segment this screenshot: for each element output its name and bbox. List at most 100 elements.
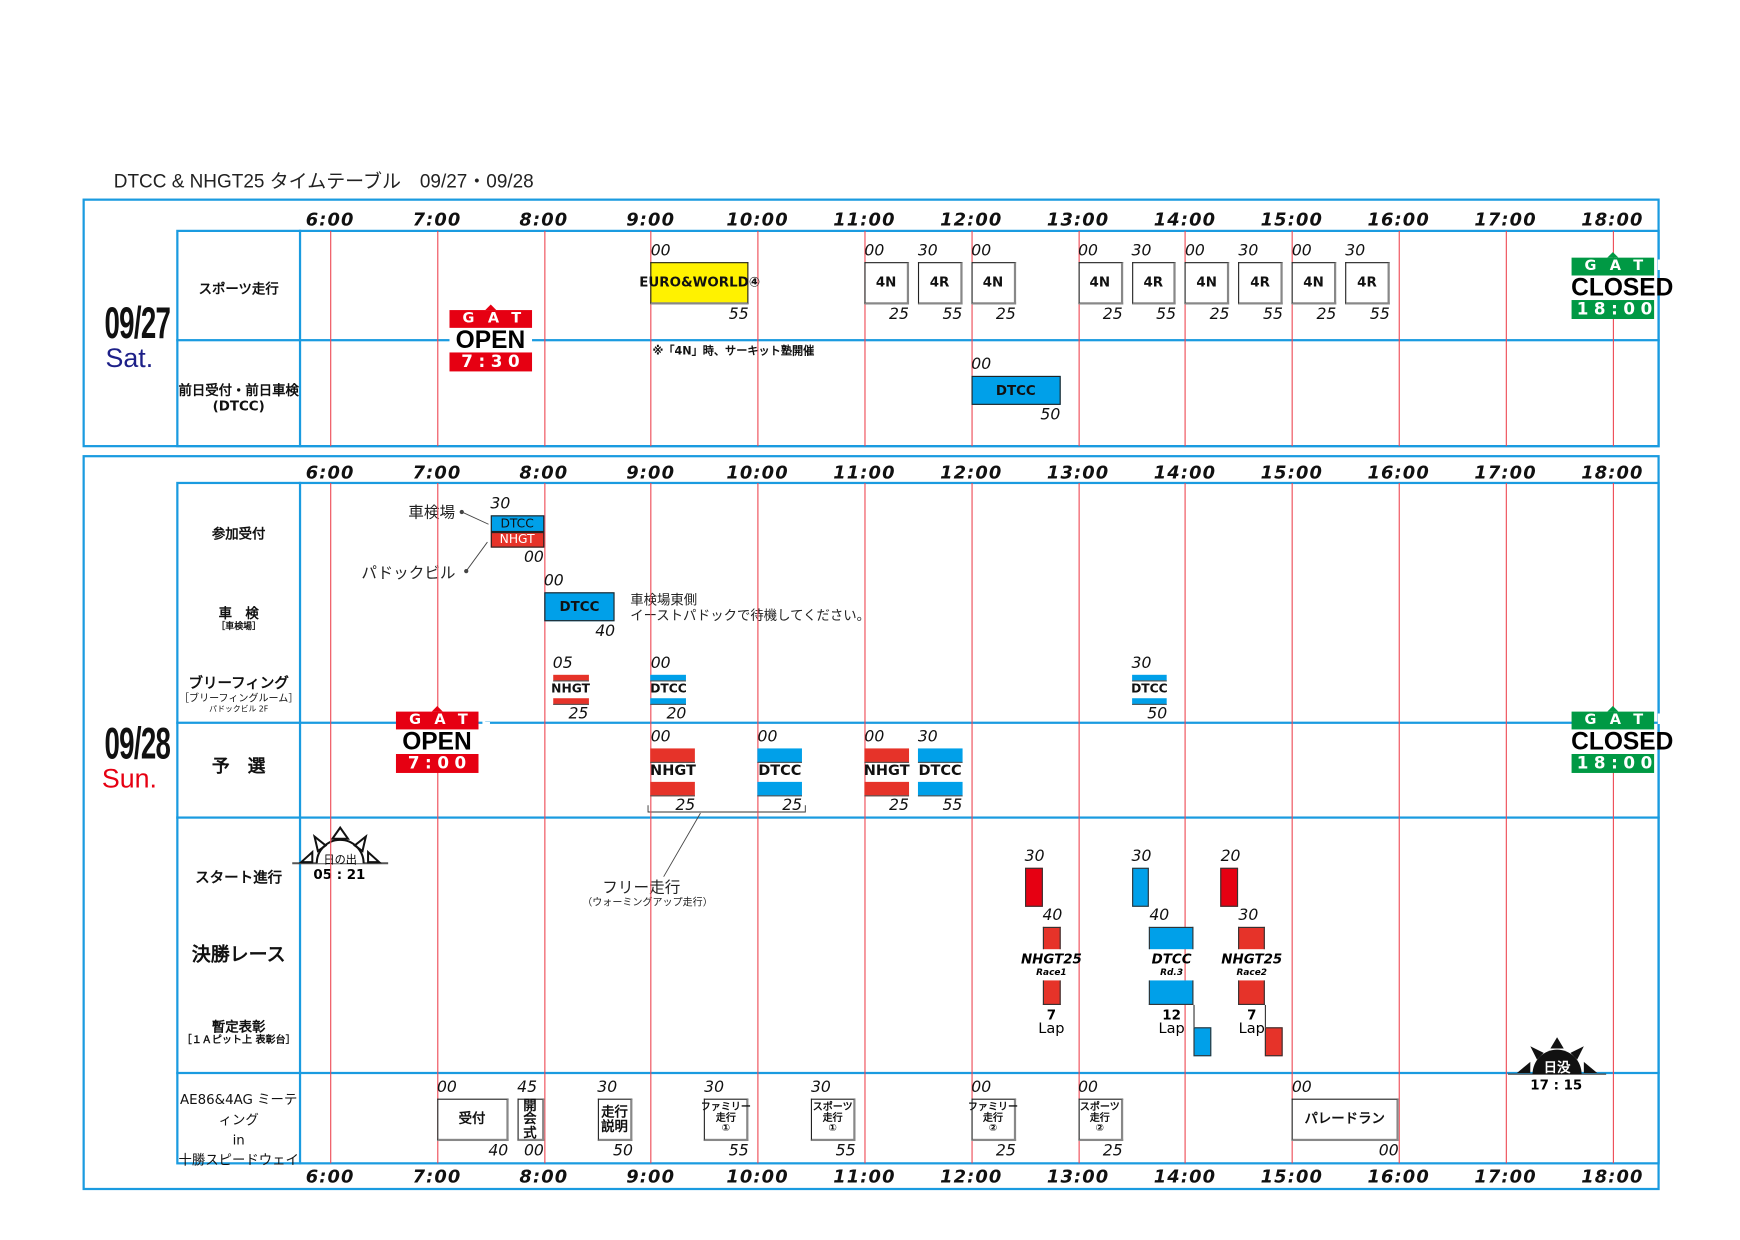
hour-gridline (1291, 482, 1293, 1164)
hour-label: 9:00 (626, 461, 676, 483)
pre-reception-session: DTCC (971, 375, 1061, 405)
gate-pointer-icon (1606, 252, 1618, 258)
end-minute: 25 (889, 305, 909, 324)
hour-label: 16:00 (1367, 461, 1430, 483)
hour-gridline (757, 482, 759, 1164)
row-label-pre-reception-sub: (DTCC) (212, 398, 265, 415)
race-start-minute: 40 (1149, 906, 1170, 925)
qualifying-bar-bottom (864, 781, 909, 797)
day1-row-divider (176, 339, 1660, 342)
briefing-bar-top (650, 674, 687, 682)
day2-weekday: Sun. (101, 764, 157, 795)
grid-start-block (1131, 867, 1150, 907)
sports-session: 4N (971, 262, 1016, 305)
end-minute: 55 (728, 305, 749, 324)
start-minute: 00 (1291, 242, 1312, 260)
free-run-sublabel: （ウォーミングアップ走行） (582, 897, 713, 910)
end-minute: 25 (995, 1142, 1016, 1160)
hour-gridline (650, 230, 652, 447)
end-minute: 55 (1156, 305, 1177, 324)
start-minute: 30 (1131, 242, 1152, 260)
end-minute: 00 (523, 548, 544, 567)
hour-label: 7:00 (412, 208, 462, 230)
day2-gate-open-badge: GATE OPEN 7:00 (395, 706, 491, 773)
gate-time: 7:30 (449, 352, 532, 372)
end-minute: 25 (889, 796, 909, 815)
briefing-bar-top (1131, 674, 1168, 682)
grid-start-block (1220, 867, 1239, 907)
end-minute: 55 (1263, 305, 1283, 324)
day1-gate-closed-badge: GATE CLOSED 18:00 (1571, 252, 1673, 319)
row-label-podium: 暫定表彰 ［１Ａピット上 表彰台］ (178, 1019, 298, 1047)
hour-label: 11:00 (833, 208, 896, 230)
start-minute: 00 (1078, 1078, 1099, 1097)
row-label-ae86: AE86&4AG ミーティング in 十勝スピードウェイ (178, 1090, 298, 1170)
end-minute: 40 (595, 622, 616, 641)
reception-place-top: 車検場 (408, 504, 456, 522)
sports-session: 4R (1238, 262, 1283, 305)
hour-gridline (1612, 230, 1614, 447)
start-minute: 00 (650, 654, 671, 673)
reception-nhgt: NHGT (490, 532, 544, 548)
day2-grid (176, 481, 1660, 1165)
hour-label: 10:00 (726, 461, 789, 483)
row-label-briefing-main: ブリーフィング (188, 675, 289, 693)
hour-label: 12:00 (940, 1165, 1003, 1187)
start-minute: 45 (517, 1078, 538, 1097)
end-minute: 25 (995, 305, 1016, 324)
start-minute: 00 (543, 572, 564, 591)
end-minute: 25 (782, 796, 803, 815)
row-label-pre-reception: 前日受付・前日車検 (DTCC) (178, 383, 298, 415)
hour-label: 15:00 (1260, 461, 1324, 483)
hour-gridline (864, 482, 866, 1164)
hour-gridline (543, 482, 545, 1164)
briefing-bar-top (552, 674, 589, 682)
start-minute: 30 (1131, 654, 1152, 673)
row-label-final: 決勝レース (191, 943, 286, 966)
start-minute: 00 (757, 728, 778, 747)
hour-gridline (437, 230, 439, 447)
qualifying-bar-bottom (757, 781, 803, 797)
free-run-leader (663, 812, 701, 877)
hour-gridline (543, 230, 545, 447)
hour-gridline (1505, 482, 1507, 1164)
hour-label: 8:00 (519, 461, 569, 483)
start-minute: 30 (810, 1078, 831, 1097)
gate-time: 7:00 (395, 753, 479, 773)
sunrise-time: 05 : 21 (313, 866, 366, 883)
start-minute: 00 (1291, 1078, 1312, 1097)
row-label-inspection: 車 検 ［車検場］ (178, 606, 298, 633)
start-minute: 30 (917, 242, 938, 260)
sports-session: EURO&WORLD④ (639, 262, 760, 305)
sports-session: 4N (1078, 262, 1123, 305)
start-minute: 00 (437, 1078, 457, 1097)
end-minute: 55 (942, 796, 963, 815)
race-laps: 7 (1046, 1007, 1057, 1023)
gate-word: GATE (1571, 711, 1666, 730)
podium-connector (1265, 1004, 1267, 1028)
row-label-inspection-sub: ［車検場］ (216, 621, 261, 632)
start-minute: 00 (650, 242, 671, 260)
start-minute: 05 (552, 654, 573, 673)
race-laps: 12 (1162, 1007, 1181, 1023)
qualifying-bar-bottom (650, 781, 696, 797)
end-minute: 55 (942, 305, 963, 324)
hour-label: 14:00 (1153, 1165, 1217, 1187)
end-minute: 00 (1378, 1142, 1399, 1160)
sunset-time: 17 : 15 (1530, 1077, 1583, 1094)
free-run-label: フリー走行 (602, 878, 681, 897)
hour-gridline (1505, 230, 1507, 447)
hour-gridline (1612, 482, 1614, 1164)
hour-label: 16:00 (1367, 208, 1430, 230)
day2-row-divider-3 (176, 1071, 1660, 1075)
gate-word: GATE (449, 310, 544, 328)
race-lap-unit: Lap (1238, 1020, 1265, 1038)
briefing-label: NHGT (551, 681, 590, 697)
qualifying-bar-top (864, 748, 909, 763)
row-label-podium-main: 暫定表彰 (211, 1019, 266, 1036)
hour-label: 6:00 (305, 461, 355, 483)
podium-block (1265, 1027, 1283, 1057)
row-label-start-procedure: スタート進行 (195, 869, 283, 887)
grid-start-minute: 20 (1220, 847, 1241, 866)
